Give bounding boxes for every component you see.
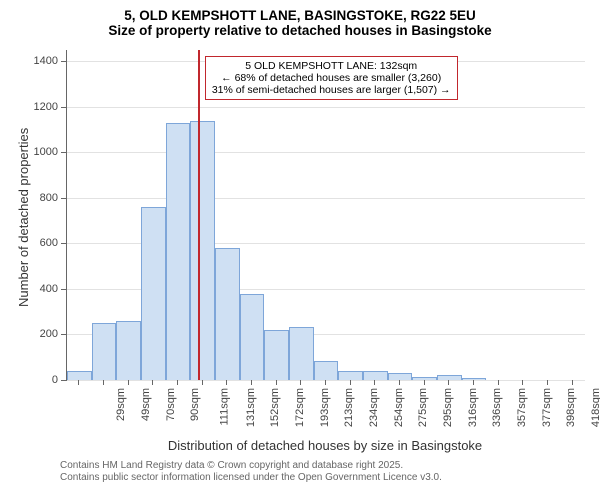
reference-line bbox=[198, 50, 200, 380]
y-axis-label: Number of detached properties bbox=[16, 128, 31, 307]
gridline bbox=[67, 380, 585, 381]
xtick-label: 49sqm bbox=[140, 388, 152, 421]
xtick-mark bbox=[300, 380, 301, 385]
ytick-label: 800 bbox=[40, 192, 58, 204]
xtick-mark bbox=[350, 380, 351, 385]
xtick-label: 234sqm bbox=[368, 388, 380, 427]
histogram-bar bbox=[289, 327, 314, 380]
gridline bbox=[67, 107, 585, 108]
xtick-label: 29sqm bbox=[115, 388, 127, 421]
xtick-mark bbox=[522, 380, 523, 385]
xtick-mark bbox=[152, 380, 153, 385]
gridline bbox=[67, 152, 585, 153]
xtick-mark bbox=[448, 380, 449, 385]
ytick-mark bbox=[61, 289, 66, 290]
ytick-label: 200 bbox=[40, 328, 58, 340]
ytick-mark bbox=[61, 198, 66, 199]
xtick-mark bbox=[325, 380, 326, 385]
xtick-label: 336sqm bbox=[491, 388, 503, 427]
xtick-label: 418sqm bbox=[590, 388, 600, 427]
xtick-label: 111sqm bbox=[219, 388, 231, 426]
histogram-bar bbox=[92, 323, 117, 380]
xtick-mark bbox=[226, 380, 227, 385]
xtick-label: 70sqm bbox=[165, 388, 177, 421]
xtick-mark bbox=[78, 380, 79, 385]
plot-area: 5 OLD KEMPSHOTT LANE: 132sqm← 68% of det… bbox=[66, 50, 585, 381]
ytick-mark bbox=[61, 334, 66, 335]
xtick-label: 316sqm bbox=[467, 388, 479, 427]
histogram-bar bbox=[363, 371, 388, 380]
xtick-mark bbox=[202, 380, 203, 385]
property-size-histogram: 5, OLD KEMPSHOTT LANE, BASINGSTOKE, RG22… bbox=[0, 0, 600, 500]
ytick-mark bbox=[61, 61, 66, 62]
gridline bbox=[67, 198, 585, 199]
xtick-mark bbox=[399, 380, 400, 385]
xtick-mark bbox=[276, 380, 277, 385]
histogram-bar bbox=[240, 294, 265, 380]
ytick-mark bbox=[61, 380, 66, 381]
xtick-mark bbox=[251, 380, 252, 385]
xtick-label: 172sqm bbox=[294, 388, 306, 427]
ytick-label: 0 bbox=[52, 374, 58, 386]
histogram-bar bbox=[264, 330, 289, 380]
ytick-label: 600 bbox=[40, 237, 58, 249]
histogram-bar bbox=[116, 321, 141, 380]
xtick-label: 398sqm bbox=[565, 388, 577, 427]
xtick-label: 295sqm bbox=[442, 388, 454, 427]
histogram-bar bbox=[141, 207, 166, 380]
attribution-text: Contains HM Land Registry data © Crown c… bbox=[60, 460, 442, 483]
annotation-box: 5 OLD KEMPSHOTT LANE: 132sqm← 68% of det… bbox=[205, 56, 458, 100]
histogram-bar bbox=[338, 371, 363, 380]
histogram-bar bbox=[190, 121, 215, 380]
chart-title-main: 5, OLD KEMPSHOTT LANE, BASINGSTOKE, RG22… bbox=[0, 0, 600, 23]
xtick-mark bbox=[572, 380, 573, 385]
ytick-label: 1400 bbox=[34, 55, 58, 67]
xtick-label: 90sqm bbox=[189, 388, 201, 421]
annotation-line: ← 68% of detached houses are smaller (3,… bbox=[212, 72, 451, 84]
ytick-label: 1000 bbox=[34, 146, 58, 158]
histogram-bar bbox=[437, 375, 462, 380]
xtick-mark bbox=[128, 380, 129, 385]
chart-title-sub: Size of property relative to detached ho… bbox=[0, 23, 600, 38]
xtick-label: 131sqm bbox=[245, 388, 257, 427]
xtick-label: 152sqm bbox=[269, 388, 281, 427]
xtick-label: 275sqm bbox=[417, 388, 429, 427]
histogram-bar bbox=[166, 123, 191, 380]
annotation-line: 5 OLD KEMPSHOTT LANE: 132sqm bbox=[212, 60, 451, 72]
histogram-bar bbox=[215, 248, 240, 380]
histogram-bar bbox=[314, 361, 339, 380]
xtick-mark bbox=[498, 380, 499, 385]
xtick-mark bbox=[547, 380, 548, 385]
ytick-label: 1200 bbox=[34, 101, 58, 113]
annotation-line: 31% of semi-detached houses are larger (… bbox=[212, 84, 451, 96]
xtick-label: 254sqm bbox=[393, 388, 405, 427]
xtick-mark bbox=[177, 380, 178, 385]
attribution-line-2: Contains public sector information licen… bbox=[60, 472, 442, 484]
histogram-bar bbox=[388, 373, 413, 380]
xtick-mark bbox=[424, 380, 425, 385]
ytick-mark bbox=[61, 152, 66, 153]
ytick-mark bbox=[61, 243, 66, 244]
xtick-label: 213sqm bbox=[343, 388, 355, 427]
xtick-mark bbox=[374, 380, 375, 385]
xtick-label: 193sqm bbox=[319, 388, 331, 427]
xtick-mark bbox=[103, 380, 104, 385]
x-axis-label: Distribution of detached houses by size … bbox=[66, 438, 584, 453]
histogram-bar bbox=[412, 377, 437, 380]
xtick-label: 377sqm bbox=[541, 388, 553, 427]
xtick-label: 357sqm bbox=[516, 388, 528, 427]
ytick-label: 400 bbox=[40, 283, 58, 295]
attribution-line-1: Contains HM Land Registry data © Crown c… bbox=[60, 460, 442, 472]
ytick-mark bbox=[61, 107, 66, 108]
histogram-bar bbox=[67, 371, 92, 380]
xtick-mark bbox=[473, 380, 474, 385]
